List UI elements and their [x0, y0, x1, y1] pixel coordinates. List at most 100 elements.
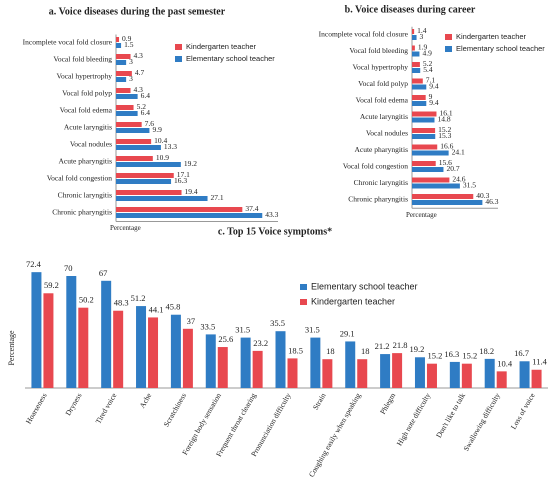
- value-label: 18.5: [288, 345, 303, 355]
- bar: [116, 213, 263, 218]
- chart-title: b. Voice diseases during career: [345, 4, 476, 15]
- value-label: 18.2: [479, 346, 494, 356]
- bar: [519, 361, 530, 388]
- bar: [380, 354, 391, 388]
- value-label: 40.3: [476, 191, 489, 200]
- bar: [116, 162, 181, 167]
- legend-swatch: [175, 44, 182, 50]
- value-label: 14.8: [437, 115, 450, 124]
- value-label: 44.1: [149, 304, 164, 314]
- value-label: 3: [420, 32, 424, 41]
- bar: [116, 88, 131, 93]
- bar: [116, 111, 138, 116]
- value-label: 16.6: [440, 142, 453, 151]
- category-label: High note difficulty: [395, 391, 433, 447]
- value-label: 10.9: [156, 153, 169, 162]
- value-label: 15.6: [439, 158, 452, 167]
- value-label: 3: [129, 74, 133, 83]
- category-label: Acute laryngitis: [360, 112, 408, 121]
- category-label: Vocal nodules: [70, 140, 112, 149]
- bar: [252, 350, 263, 388]
- chart-title: a. Voice diseases during the past semest…: [49, 6, 226, 17]
- value-label: 10.4: [497, 358, 513, 368]
- legend-label: Elementary school teacher: [456, 44, 545, 53]
- bar: [412, 200, 483, 205]
- value-label: 25.6: [218, 334, 233, 344]
- bar: [101, 280, 112, 388]
- category-label: Vocal fold bleeding: [53, 55, 112, 64]
- bar: [484, 358, 495, 388]
- bar: [412, 95, 426, 100]
- value-label: 15.2: [462, 351, 477, 361]
- value-label: 50.2: [79, 295, 94, 305]
- bar: [345, 341, 356, 388]
- value-label: 9.4: [429, 98, 439, 107]
- category-label: Scratchiness: [162, 391, 189, 428]
- value-label: 33.5: [200, 321, 215, 331]
- category-label: Vocal fold edema: [60, 106, 113, 115]
- category-label: Chronic laryngitis: [354, 178, 408, 187]
- value-label: 6.4: [141, 108, 151, 117]
- bar: [182, 328, 193, 388]
- value-label: 16.3: [174, 176, 187, 185]
- legend-swatch: [445, 34, 452, 40]
- category-label: Chronic pharyngitis: [52, 208, 112, 217]
- bar: [412, 167, 444, 172]
- value-label: 19.2: [184, 159, 197, 168]
- value-label: 1.5: [124, 40, 134, 49]
- value-label: 23.2: [253, 338, 268, 348]
- value-label: 45.8: [165, 302, 180, 312]
- category-label: Acute pharyngitis: [58, 157, 112, 166]
- value-label: 5.4: [423, 65, 433, 74]
- bar: [116, 145, 161, 150]
- bar: [412, 128, 436, 133]
- value-label: 17.1: [177, 170, 190, 179]
- bar: [412, 35, 417, 40]
- value-label: 9: [429, 92, 433, 101]
- bar: [116, 128, 150, 133]
- bar: [116, 139, 152, 144]
- category-label: Phlegm: [378, 391, 397, 415]
- value-label: 37: [187, 316, 196, 326]
- category-label: Tired voice: [94, 391, 119, 426]
- bar: [217, 347, 228, 388]
- bar: [412, 117, 435, 123]
- value-label: 4.9: [422, 49, 432, 58]
- value-label: 3: [129, 57, 133, 66]
- legend-label: Kindergarten teacher: [311, 296, 395, 306]
- bar: [170, 314, 181, 388]
- bar: [412, 45, 415, 51]
- value-label: 4.3: [134, 51, 144, 60]
- value-label: 16.7: [514, 348, 529, 358]
- category-label: Don't like to talk: [434, 391, 467, 439]
- value-label: 0.9: [122, 34, 132, 43]
- value-label: 9.4: [429, 82, 439, 91]
- value-label: 20.7: [446, 164, 459, 173]
- value-label: 27.1: [211, 193, 224, 202]
- bar: [449, 361, 460, 388]
- category-label: Vocal fold polyp: [358, 79, 408, 88]
- legend-label: Elementary school teacher: [311, 281, 418, 291]
- bar: [116, 71, 132, 76]
- value-label: 16.1: [439, 109, 452, 118]
- category-label: Acute laryngitis: [64, 123, 112, 132]
- bar: [136, 306, 147, 388]
- bar: [412, 150, 449, 156]
- legend-swatch: [300, 299, 307, 305]
- category-label: Vocal hypertrophy: [353, 63, 409, 72]
- bar: [240, 337, 251, 388]
- bar: [116, 105, 134, 110]
- bar: [66, 276, 77, 388]
- bar: [322, 359, 333, 388]
- bar: [496, 371, 507, 388]
- value-label: 24.6: [452, 175, 465, 184]
- bar: [392, 353, 403, 388]
- bar: [148, 317, 159, 388]
- bar: [412, 78, 423, 84]
- category-label: Incomplete vocal fold closure: [23, 38, 113, 47]
- category-label: Vocal nodules: [366, 129, 408, 138]
- category-label: Vocal fold congestion: [47, 174, 113, 183]
- value-label: 35.5: [270, 318, 285, 328]
- bar: [116, 207, 243, 212]
- value-label: 7.6: [145, 119, 155, 128]
